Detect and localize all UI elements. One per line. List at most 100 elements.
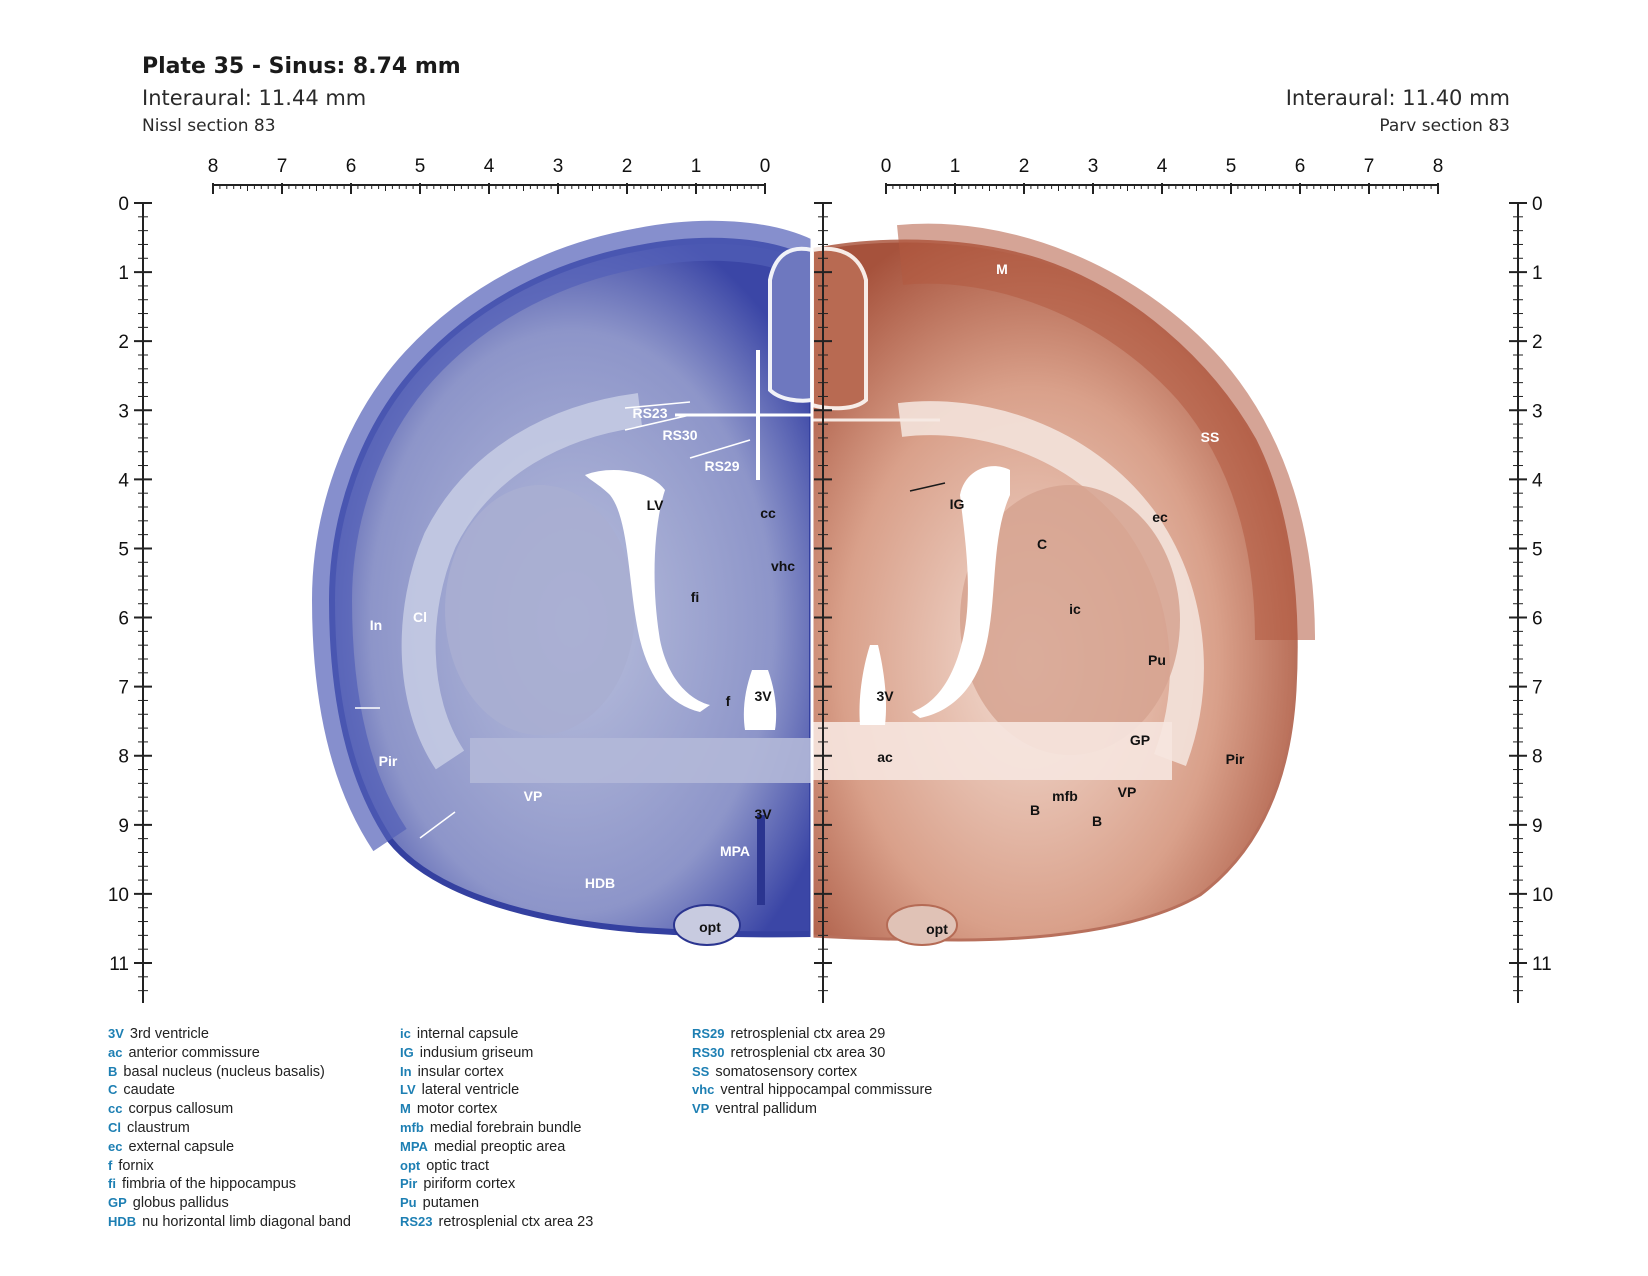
legend-item: Cl claustrum <box>108 1119 351 1138</box>
legend-item: cc corpus callosum <box>108 1100 351 1119</box>
scale-bars: 8 7 6 5 4 3 2 1 0 0 1 2 3 4 5 6 7 80123456789101101234567… <box>108 156 1553 1003</box>
parv-hemisphere <box>812 223 1315 946</box>
scale-tick-label: 3 <box>118 401 129 422</box>
scale-tick-label: 2 <box>622 156 633 177</box>
scale-tick-label: 1 <box>691 156 702 177</box>
legend-item: RS30 retrosplenial ctx area 30 <box>692 1044 932 1063</box>
scale-tick-label: 7 <box>1532 678 1543 699</box>
legend-item: ac anterior commissure <box>108 1044 351 1063</box>
scale-tick-label: 7 <box>118 678 129 699</box>
structure-label: f <box>726 693 731 709</box>
scale-tick-label: 2 <box>118 332 129 353</box>
legend-description: motor cortex <box>416 1101 498 1118</box>
legend-abbreviation: C <box>108 1082 118 1098</box>
scale-tick-label: 5 <box>1532 539 1543 560</box>
legend-abbreviation: vhc <box>692 1082 715 1098</box>
legend-abbreviation: Pir <box>400 1176 418 1192</box>
legend-item: SS somatosensory cortex <box>692 1063 932 1082</box>
legend-abbreviation: fi <box>108 1176 116 1192</box>
scale-tick-label: 6 <box>1295 156 1306 177</box>
structure-label: opt <box>926 921 948 937</box>
legend-description: nu horizontal limb diagonal band <box>142 1213 351 1230</box>
legend-abbreviation: HDB <box>108 1213 137 1229</box>
structure-label: ac <box>877 749 893 765</box>
legend-item: Pu putamen <box>400 1194 593 1213</box>
scale-tick-label: 0 <box>881 156 892 177</box>
legend-abbreviation: In <box>400 1063 412 1079</box>
right-interaural: Interaural: 11.40 mm <box>1285 86 1510 110</box>
legend-item: MPA medial preoptic area <box>400 1138 593 1157</box>
legend-description: lateral ventricle <box>421 1082 520 1099</box>
structure-label: In <box>370 617 382 633</box>
scale-tick-label: 7 <box>1364 156 1375 177</box>
scale-tick-label: 4 <box>118 470 129 491</box>
scale-tick-label: 1 <box>950 156 961 177</box>
legend-description: claustrum <box>127 1119 190 1136</box>
structure-labels: RS23 RS30 RS29 LV cc vhc fi In Cl f 3V Pir VP 3V MPA HD… <box>370 261 1245 937</box>
legend-description: somatosensory cortex <box>715 1063 858 1080</box>
legend-description: corpus callosum <box>128 1101 234 1118</box>
nissl-pointer-lines <box>355 401 751 839</box>
structure-label: 3V <box>754 806 772 822</box>
structure-label: C <box>1037 536 1047 552</box>
structure-label: LV <box>647 497 665 513</box>
scale-tick-label: 10 <box>108 885 129 906</box>
legend-abbreviation: f <box>108 1157 113 1173</box>
legend-item: RS23 retrosplenial ctx area 23 <box>400 1213 593 1232</box>
scale-tick-label: 1 <box>118 263 129 284</box>
legend-item: IG indusium griseum <box>400 1044 593 1063</box>
scale-tick-label: 6 <box>118 609 129 630</box>
structure-label: fi <box>691 589 700 605</box>
scale-tick-label: 5 <box>118 539 129 560</box>
legend-item: ec external capsule <box>108 1138 351 1157</box>
legend-description: fornix <box>118 1157 154 1174</box>
structure-label: IG <box>950 496 965 512</box>
legend-description: external capsule <box>128 1138 235 1155</box>
structure-label: 3V <box>754 688 772 704</box>
legend-item: HDB nu horizontal limb diagonal band <box>108 1213 351 1232</box>
legend-abbreviation: mfb <box>400 1119 424 1135</box>
legend-description: retrosplenial ctx area 29 <box>730 1026 886 1042</box>
scale-tick-label: 8 <box>1532 747 1543 768</box>
scale-tick-label: 6 <box>346 156 357 177</box>
structure-label: M <box>996 261 1008 277</box>
legend-item: VP ventral pallidum <box>692 1100 932 1119</box>
legend-abbreviation: Pu <box>400 1195 417 1211</box>
scale-tick-label: 11 <box>1532 954 1552 975</box>
legend-abbreviation: cc <box>108 1101 123 1117</box>
legend-abbreviation: IG <box>400 1044 414 1060</box>
structure-label: VP <box>524 788 543 804</box>
ig-pointer-line <box>909 482 946 492</box>
legend-abbreviation: VP <box>692 1101 710 1117</box>
legend-item: Pir piriform cortex <box>400 1175 593 1194</box>
legend-description: fimbria of the hippocampus <box>121 1176 297 1193</box>
legend-item: GP globus pallidus <box>108 1194 351 1213</box>
structure-label: RS23 <box>632 405 667 421</box>
legend-abbreviation: Cl <box>108 1119 121 1135</box>
structure-label: SS <box>1201 429 1220 445</box>
scale-tick-label: 3 <box>1532 401 1543 422</box>
legend-description: medial preoptic area <box>433 1138 566 1155</box>
legend-description: putamen <box>422 1195 480 1212</box>
structure-label: B <box>1030 802 1040 818</box>
legend-abbreviation: RS23 <box>400 1213 433 1229</box>
legend-abbreviation: opt <box>400 1157 421 1173</box>
scale-tick-label: 8 <box>208 156 219 177</box>
legend-description: caudate <box>123 1082 175 1099</box>
structure-label: RS29 <box>704 458 739 474</box>
legend-description: 3rd ventricle <box>129 1026 209 1042</box>
legend-abbreviation: ic <box>400 1026 411 1041</box>
scale-tick-label: 8 <box>118 747 129 768</box>
legend-description: retrosplenial ctx area 30 <box>730 1044 886 1061</box>
legend-abbreviation: B <box>108 1063 118 1079</box>
structure-label: GP <box>1130 732 1150 748</box>
left-section: Nissl section 83 <box>142 116 276 136</box>
structure-label: mfb <box>1052 788 1078 804</box>
scale-tick-label: 2 <box>1019 156 1030 177</box>
legend-item: ic internal capsule <box>400 1025 593 1044</box>
legend-item: fi fimbria of the hippocampus <box>108 1175 351 1194</box>
scale-tick-label: 8 <box>1433 156 1444 177</box>
legend-item: opt optic tract <box>400 1157 593 1176</box>
